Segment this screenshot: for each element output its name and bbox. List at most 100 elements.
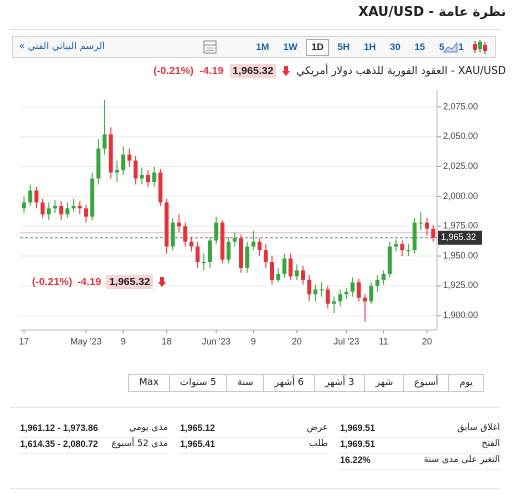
- quote-row: (-0.21%) -4.19 1,965.32 XAU/USD - العقود…: [153, 64, 506, 78]
- candle-body: [431, 228, 436, 238]
- range-button[interactable]: سنة: [226, 375, 263, 391]
- x-tick-label: May '23: [70, 336, 101, 346]
- candle-body: [226, 241, 231, 260]
- stats-column: اغلاق سابق 1,969.51 الفتح 1,969.51 التغير عل…: [340, 422, 500, 470]
- stat-label: مدى يومي: [129, 423, 168, 433]
- range-button[interactable]: 3 أشهر: [313, 375, 364, 391]
- candle-body: [257, 241, 262, 251]
- timeframe-button[interactable]: 5: [439, 42, 445, 53]
- candle-body: [201, 262, 206, 264]
- candle-body: [319, 289, 324, 291]
- stat-label: مدى 52 أسبوع: [111, 439, 168, 449]
- x-tick-label: 11: [379, 336, 388, 346]
- timeframe-button[interactable]: 15: [414, 42, 426, 53]
- timeframe-button[interactable]: 1D: [306, 39, 329, 56]
- candle-body: [400, 244, 405, 251]
- range-button[interactable]: Max: [139, 377, 159, 388]
- page-title: نظرة عامة - XAU/USD: [358, 5, 506, 20]
- candle-body: [133, 160, 138, 179]
- range-button[interactable]: يوم: [448, 375, 483, 391]
- candle-body: [350, 282, 355, 292]
- range-button[interactable]: شهر: [364, 375, 403, 391]
- candle-body: [189, 241, 194, 247]
- candle-body: [412, 222, 417, 251]
- stat-label: اغلاق سابق: [457, 423, 500, 433]
- candlestick-chart: 1,900.00 1,925.00 1,950.00 1,975.00 2,000.00…: [19, 90, 482, 346]
- candle-body: [356, 282, 361, 298]
- change: -4.19: [77, 276, 102, 288]
- candle-body: [307, 279, 312, 295]
- timeframe-button[interactable]: 1M: [256, 42, 270, 53]
- stat-label: عرض: [306, 423, 328, 433]
- range-button[interactable]: 5 سنوات: [168, 375, 227, 391]
- candle-body: [121, 154, 126, 171]
- stats-row: طلب 1,965.41: [180, 438, 328, 454]
- candle-body: [170, 222, 175, 247]
- stat-value: 1,614.35 - 2,080.72: [20, 439, 99, 449]
- candle-body: [90, 178, 95, 217]
- timeframe-button[interactable]: 1W: [283, 42, 298, 53]
- x-tick-label: 9: [121, 336, 126, 346]
- candle-body: [115, 170, 119, 173]
- candle-body: [46, 208, 51, 215]
- area-chart-icon[interactable]: [443, 40, 459, 54]
- candle-body: [363, 297, 367, 302]
- y-tick-label: 2,025.00: [443, 161, 478, 171]
- candle-body: [245, 246, 250, 268]
- candle-body: [53, 205, 57, 209]
- stat-value: 1,961.12 - 1,973.86: [20, 423, 99, 433]
- candle-body: [22, 202, 26, 209]
- x-tick-label: Jul '23: [334, 336, 360, 346]
- toolbar: « الرسم البياني الفني 1M 1W 1D 5H 1H 30 15 5 1: [12, 36, 496, 58]
- candle-body: [313, 289, 318, 295]
- stat-value: 1,965.12: [180, 423, 216, 433]
- range-selector: يوم أسبوع شهر 3 أشهر 6 أشهر سنة 5 سنوات Max: [128, 374, 484, 392]
- timeframe-button[interactable]: 5H: [337, 42, 350, 53]
- down-arrow: [158, 277, 167, 287]
- last-price-label: 1,965.32: [441, 232, 476, 242]
- range-button[interactable]: 6 أشهر: [263, 375, 313, 391]
- x-tick-label: Jun '23: [202, 336, 231, 346]
- candle-body: [369, 285, 374, 302]
- stat-label: طلب: [309, 439, 328, 449]
- stats-column: عرض 1,965.12 طلب 1,965.41: [180, 422, 328, 454]
- candle-body: [208, 240, 212, 263]
- timeframe-button[interactable]: 30: [389, 42, 401, 53]
- candle-body: [270, 262, 274, 280]
- range-button[interactable]: أسبوع: [403, 375, 448, 391]
- candle-body: [251, 241, 256, 247]
- stat-value: 1,969.51: [340, 439, 376, 449]
- candle-body: [232, 238, 237, 242]
- candle-body: [282, 258, 287, 274]
- candle-body: [406, 250, 411, 252]
- technical-chart-link[interactable]: « الرسم البياني الفني: [19, 41, 105, 52]
- timeframes: 1M 1W 1D 5H 1H 30 15 5 1: [249, 39, 471, 56]
- stats-column: مدى يومي 1,961.12 - 1,973.86 مدى 52 أسبوع 1…: [20, 422, 168, 454]
- stats-row: الفتح 1,969.51: [340, 438, 500, 454]
- candle-body: [96, 148, 101, 179]
- y-tick-label: 2,000.00: [443, 191, 478, 201]
- timeframe-button[interactable]: 1: [458, 42, 464, 53]
- timeframe-button[interactable]: 1H: [363, 42, 376, 53]
- candle-body: [276, 273, 281, 280]
- candle-chart-icon[interactable]: [471, 39, 489, 55]
- candle-body: [294, 270, 299, 277]
- x-tick-label: 20: [422, 336, 432, 346]
- candle-body: [40, 202, 45, 215]
- last-price-box: [438, 230, 482, 245]
- y-tick-label: 2,050.00: [443, 131, 478, 141]
- candle-body: [77, 205, 82, 209]
- candle-body: [387, 246, 392, 274]
- candle-body: [418, 222, 423, 224]
- change-percent: (-0.21%): [153, 65, 194, 77]
- candle-body: [325, 289, 330, 304]
- candle-body: [394, 244, 398, 247]
- candle-body: [108, 134, 113, 173]
- y-tick-label: 1,925.00: [443, 280, 478, 290]
- candle-body: [127, 154, 132, 161]
- stats-row: اغلاق سابق 1,969.51: [340, 422, 500, 438]
- x-tick-label: 9: [251, 336, 256, 346]
- candle-body: [183, 226, 188, 242]
- table-icon[interactable]: [203, 40, 217, 54]
- y-tick-label: 1,975.00: [443, 221, 478, 231]
